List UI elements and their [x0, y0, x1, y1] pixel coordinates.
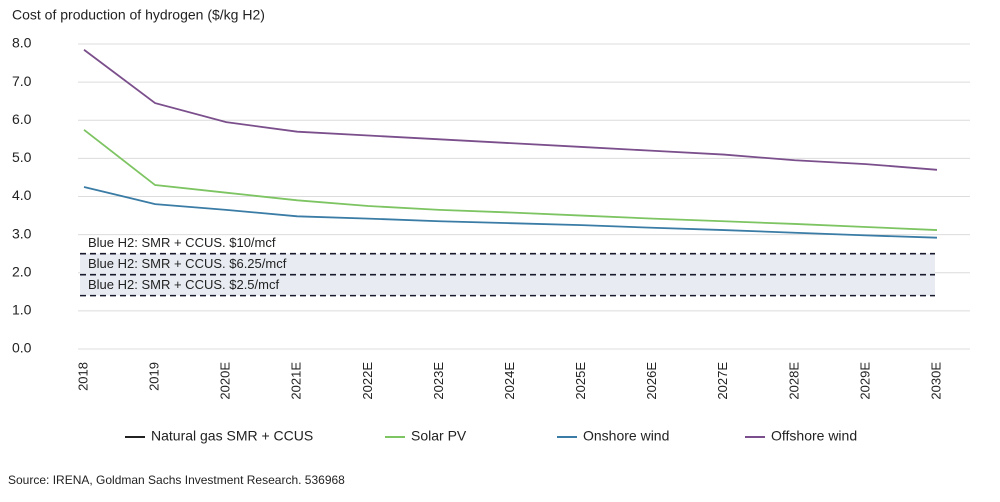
x-tick-label: 2027E [715, 362, 730, 400]
x-tick-label: 2019 [147, 362, 162, 391]
y-tick-label: 4.0 [12, 187, 32, 203]
x-tick-label: 2030E [928, 362, 943, 400]
y-tick-label: 0.0 [12, 340, 32, 356]
y-tick-label: 5.0 [12, 149, 32, 165]
x-tick-label: 2025E [573, 362, 588, 400]
series-line [83, 129, 938, 231]
y-tick-label: 1.0 [12, 302, 32, 318]
source: Source: IRENA, Goldman Sachs Investment … [8, 473, 345, 487]
series-line [83, 48, 938, 171]
x-tick-label: 2029E [857, 362, 872, 400]
series-line [83, 186, 938, 239]
x-tick-label: 2022E [360, 362, 375, 400]
chart-title: Cost of production of hydrogen ($/kg H2) [12, 7, 265, 23]
x-tick-label: 2023E [431, 362, 446, 400]
y-tick-label: 7.0 [12, 73, 32, 89]
reference-label: Blue H2: SMR + CCUS. $2.5/mcf [88, 277, 279, 292]
x-tick-label: 2024E [502, 362, 517, 400]
y-tick-label: 6.0 [12, 111, 32, 127]
x-tick-label: 2026E [644, 362, 659, 400]
legend-label: Solar PV [411, 428, 467, 444]
y-tick-label: 8.0 [12, 35, 32, 51]
x-tick-label: 2018 [75, 362, 90, 391]
y-tick-label: 3.0 [12, 225, 32, 241]
y-tick-label: 2.0 [12, 263, 32, 279]
x-tick-label: 2020E [218, 362, 233, 400]
reference-label: Blue H2: SMR + CCUS. $6.25/mcf [88, 256, 287, 271]
reference-label: Blue H2: SMR + CCUS. $10/mcf [88, 235, 276, 250]
x-tick-label: 2021E [289, 362, 304, 400]
legend-label: Onshore wind [583, 428, 669, 444]
legend-label: Offshore wind [771, 428, 857, 444]
x-tick-label: 2028E [786, 362, 801, 400]
legend-label: Natural gas SMR + CCUS [151, 428, 313, 444]
